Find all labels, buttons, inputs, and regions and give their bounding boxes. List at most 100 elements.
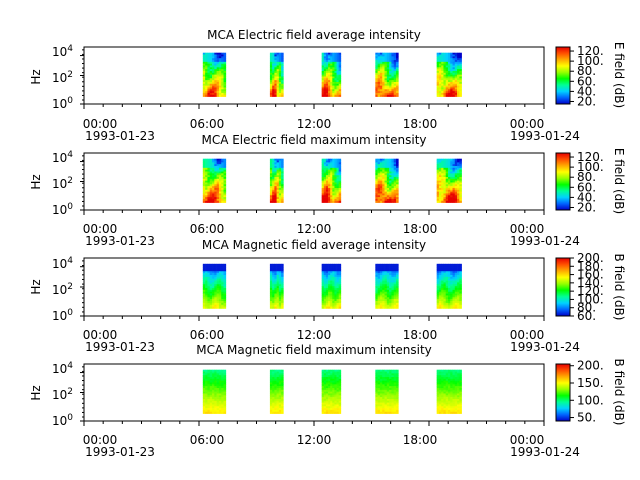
colorbar-tick-label: 160.	[577, 268, 604, 282]
x-ticks	[83, 421, 545, 426]
heatmap-blocks	[202, 158, 462, 203]
x-tick-time: 06:00	[190, 433, 225, 447]
colorbar-tick-label: 80.	[577, 170, 596, 184]
colorbar-tick-label: 20.	[577, 94, 596, 108]
heatmap-block	[375, 158, 399, 203]
y-tick-labels: 104 102 100	[52, 44, 73, 111]
x-ticks	[83, 210, 545, 215]
colorbar-tick-label: 150.	[577, 376, 604, 390]
colorbar-tick-label: 200.	[577, 359, 604, 373]
colorbar-tick-label: 60.	[577, 74, 596, 88]
x-ticks	[83, 104, 545, 109]
colorbar-tick-label: 60.	[577, 309, 596, 323]
heatmap-block	[269, 158, 284, 203]
plot-frame	[83, 363, 545, 422]
heatmap-block	[202, 263, 227, 309]
x-tick-time: 18:00	[403, 328, 438, 342]
x-tick-time: 18:00	[403, 433, 438, 447]
heatmap-block	[321, 369, 342, 414]
x-tick-time: 00:00	[510, 433, 545, 447]
y-tick-labels: 104 102 100	[52, 150, 73, 217]
colorbar-tick-label: 80.	[577, 301, 596, 315]
x-tick-time: 18:00	[403, 117, 438, 131]
x-tick-labels: 00:00 1993-01-23 06:00 12:00 18:00 00:00…	[83, 222, 580, 248]
colorbar-tick-label: 120.	[577, 44, 604, 58]
colorbar-tick-label: 120.	[577, 284, 604, 298]
y-tick-labels: 104 102 100	[52, 361, 73, 428]
colorbar-label: B field (dB)	[612, 359, 626, 426]
colorbar-label: E field (dB)	[612, 42, 626, 108]
colorbar-ticks: 50. 100. 150. 200.	[570, 359, 604, 425]
panel-e-field-average: MCA Electric field average intensity Hz …	[29, 28, 626, 143]
colorbar-ticks: 20.40.60.80.100.120.	[570, 150, 604, 214]
y-tick-label-1e2: 102	[52, 70, 73, 85]
colorbar-label: B field (dB)	[612, 254, 626, 321]
panel-e-field-maximum: MCA Electric field maximum intensity Hz …	[29, 133, 626, 248]
heatmap-block	[321, 263, 342, 309]
heatmap-block	[321, 158, 342, 203]
y-tick-label-1e2: 102	[52, 387, 73, 402]
x-tick-time: 00:00	[510, 328, 545, 342]
colorbar-ticks: 60.80.100.120.140.160.180.200.	[570, 251, 604, 323]
x-tick-date: 1993-01-23	[85, 234, 155, 248]
y-tick-label-1e2: 102	[52, 282, 73, 297]
x-tick-time: 06:00	[190, 117, 225, 131]
heatmap-block	[436, 52, 462, 97]
y-ticks	[80, 260, 84, 317]
x-tick-time: 12:00	[297, 117, 332, 131]
x-tick-date: 1993-01-23	[85, 340, 155, 354]
x-tick-time: 00:00	[510, 222, 545, 236]
y-axis-label: Hz	[29, 385, 43, 400]
colorbar-tick-label: 20.	[577, 200, 596, 214]
colorbar-tick-label: 60.	[577, 180, 596, 194]
heatmap-block	[202, 52, 227, 97]
colorbar-tick-label: 140.	[577, 276, 604, 290]
heatmap-block	[375, 369, 399, 414]
y-axis-label: Hz	[29, 174, 43, 189]
heatmap-block	[269, 52, 284, 97]
y-ticks	[80, 366, 84, 422]
heatmap-blocks	[202, 263, 462, 309]
x-tick-time: 00:00	[510, 117, 545, 131]
heatmap-blocks	[202, 369, 462, 414]
colorbar-tick-label: 100.	[577, 160, 604, 174]
heatmap-block	[269, 369, 284, 414]
y-ticks	[80, 49, 84, 105]
x-tick-date: 1993-01-24	[510, 445, 580, 459]
x-tick-date: 1993-01-24	[510, 234, 580, 248]
colorbar-tick-label: 40.	[577, 190, 596, 204]
heatmap-blocks	[202, 52, 462, 97]
x-tick-labels: 00:00 1993-01-23 06:00 12:00 18:00 00:00…	[83, 117, 580, 143]
heatmap-block	[436, 369, 462, 414]
panel-b-field-average: MCA Magnetic field average intensity Hz …	[29, 238, 626, 354]
x-tick-time: 00:00	[83, 433, 118, 447]
heatmap-block	[269, 263, 284, 309]
x-tick-time: 12:00	[297, 433, 332, 447]
panel-b-field-maximum: MCA Magnetic field maximum intensity Hz …	[29, 343, 626, 459]
colorbar	[555, 257, 571, 317]
x-tick-time: 00:00	[83, 222, 118, 236]
x-tick-time: 06:00	[190, 328, 225, 342]
panel-title: MCA Magnetic field average intensity	[202, 238, 426, 252]
y-ticks	[80, 155, 84, 211]
x-tick-labels: 00:00 1993-01-23 06:00 12:00 18:00 00:00…	[83, 328, 580, 354]
heatmap-block	[202, 369, 227, 414]
y-tick-label-1e4: 104	[52, 44, 73, 59]
y-tick-label-1e4: 104	[52, 361, 73, 376]
y-tick-label-1e0: 100	[52, 308, 73, 323]
colorbar-tick-label: 100.	[577, 54, 604, 68]
colorbar	[555, 152, 571, 211]
heatmap-block	[436, 263, 462, 309]
x-tick-date: 1993-01-24	[510, 129, 580, 143]
y-tick-label-1e4: 104	[52, 150, 73, 165]
plot-frame	[83, 46, 545, 105]
x-tick-time: 00:00	[83, 328, 118, 342]
y-tick-label-1e0: 100	[52, 413, 73, 428]
colorbar-tick-label: 200.	[577, 251, 604, 265]
panel-title: MCA Magnetic field maximum intensity	[196, 343, 432, 357]
colorbar-tick-label: 40.	[577, 84, 596, 98]
x-tick-date: 1993-01-24	[510, 340, 580, 354]
y-tick-label-1e2: 102	[52, 176, 73, 191]
y-tick-label-1e0: 100	[52, 202, 73, 217]
heatmap-block	[375, 263, 399, 309]
